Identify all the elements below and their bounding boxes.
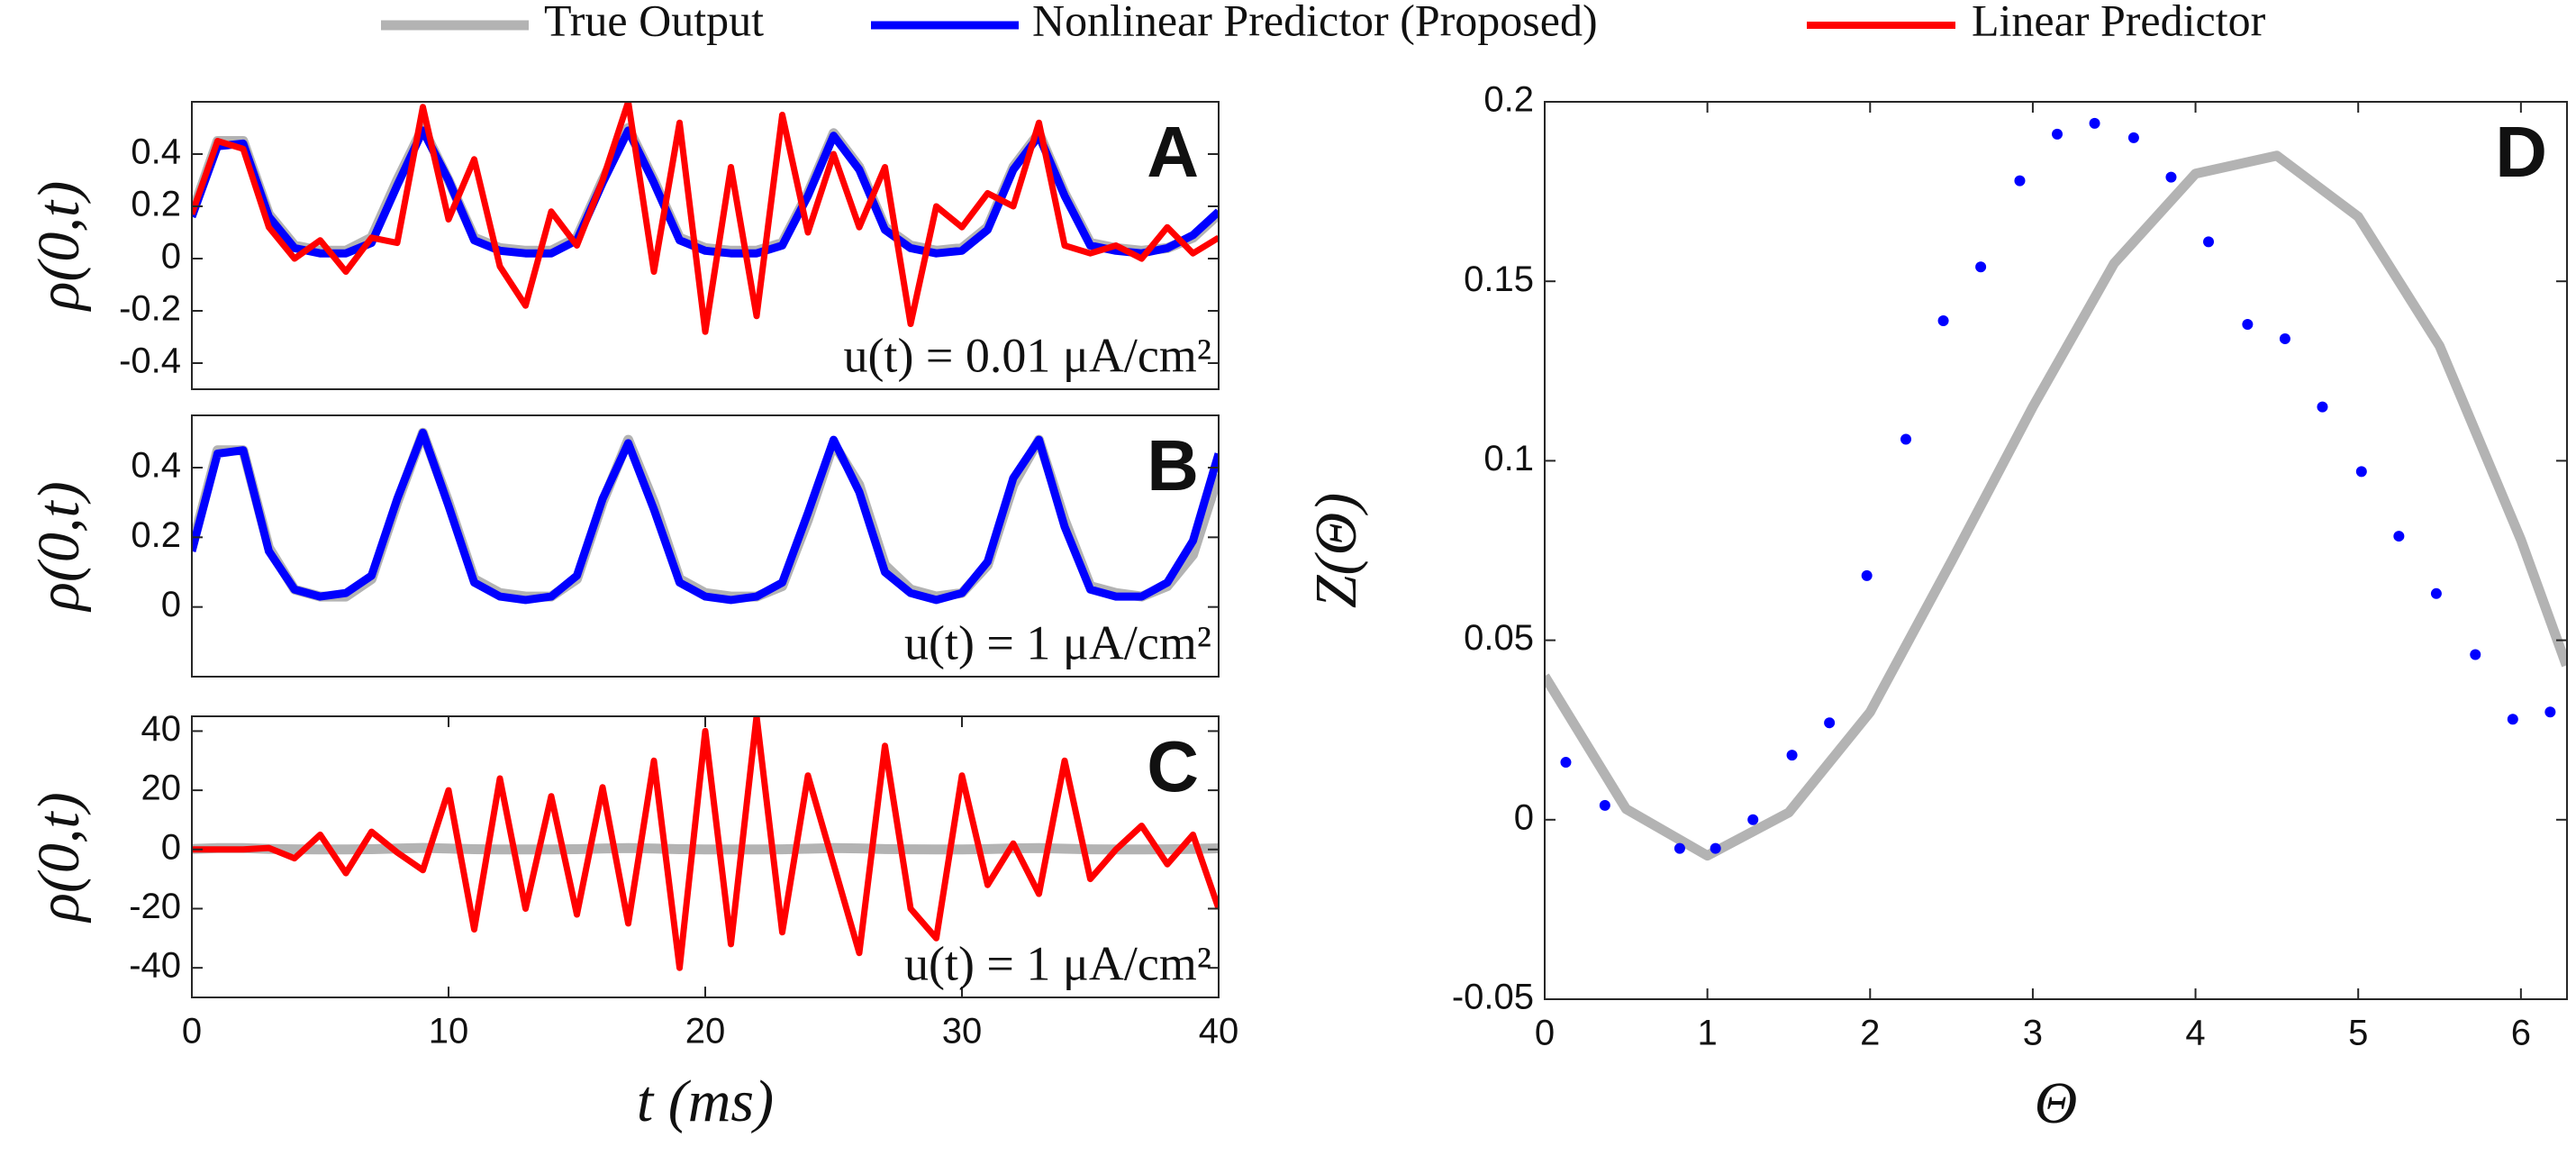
annotation: u(t) = 0.01 μA/cm²	[843, 328, 1211, 382]
data-point	[2470, 649, 2481, 660]
x-tick-label: 2	[1860, 1014, 1880, 1053]
data-point	[2242, 319, 2254, 331]
data-point	[1599, 799, 1610, 811]
y-tick-label: 20	[141, 769, 182, 808]
data-line	[192, 716, 1219, 971]
data-point	[1710, 842, 1721, 854]
y-axis-label: ρ(0,t)	[26, 792, 92, 923]
series-group	[192, 427, 1219, 605]
y-tick-label: 0	[161, 237, 181, 277]
y-axis-label: ρ(0,t)	[26, 181, 92, 312]
y-tick-label: 0.4	[131, 132, 181, 172]
data-point	[1900, 433, 1912, 445]
y-axis-label: Z(Θ)	[1303, 493, 1369, 608]
data-point	[1861, 569, 1873, 581]
y-tick-label: 0.15	[1464, 259, 1534, 299]
x-tick-label: 1	[1698, 1014, 1718, 1053]
data-point	[1937, 315, 1949, 327]
series-group	[1545, 117, 2567, 861]
x-axis-label: Θ	[2035, 1070, 2078, 1136]
annotation: u(t) = 1 μA/cm²	[904, 936, 1211, 990]
panel-label: D	[2495, 112, 2547, 192]
data-point	[2430, 587, 2442, 599]
annotation: u(t) = 1 μA/cm²	[904, 615, 1211, 669]
data-line	[192, 428, 1219, 605]
y-tick-label: -0.2	[119, 289, 181, 329]
data-line	[192, 102, 1219, 335]
x-tick-label: 3	[2023, 1014, 2043, 1053]
y-tick-label: 0	[161, 827, 181, 867]
x-tick-label: 0	[182, 1012, 202, 1051]
y-tick-label: -40	[129, 946, 181, 986]
x-tick-label: 40	[1199, 1012, 1239, 1051]
data-point	[1824, 717, 1836, 729]
panel-label: C	[1147, 726, 1199, 806]
data-line	[192, 842, 1219, 855]
series-group	[192, 716, 1219, 971]
legend-label: Nonlinear Predictor (Proposed)	[1032, 0, 1598, 45]
axes-box	[191, 414, 1220, 678]
y-tick-label: 0.2	[1483, 80, 1534, 120]
legend-label: Linear Predictor	[1972, 0, 2266, 45]
data-point	[1673, 842, 1685, 854]
y-tick-label: 40	[141, 709, 182, 749]
y-tick-label: -0.05	[1452, 978, 1534, 1017]
data-point	[1975, 261, 1987, 273]
y-tick-label: 0.4	[131, 446, 181, 486]
data-point	[2014, 175, 2026, 187]
data-point	[1747, 814, 1759, 825]
x-axis-label: t (ms)	[637, 1069, 774, 1134]
axes-box	[1544, 101, 2568, 1000]
data-point	[2544, 706, 2556, 718]
y-tick-label: 0	[161, 585, 181, 624]
data-point	[1560, 757, 1572, 769]
x-tick-label: 0	[1535, 1014, 1555, 1053]
y-tick-label: 0.05	[1464, 618, 1534, 658]
series-group	[192, 102, 1219, 335]
data-point	[2507, 714, 2518, 725]
data-point	[2355, 466, 2367, 478]
panel-label: A	[1147, 112, 1199, 192]
y-tick-label: 0	[1514, 797, 1534, 837]
data-point	[2052, 128, 2064, 140]
axes-box	[191, 101, 1220, 390]
data-point	[2089, 117, 2100, 129]
x-tick-label: 6	[2511, 1014, 2531, 1053]
y-axis-label: ρ(0,t)	[26, 481, 92, 612]
y-tick-label: -0.4	[119, 341, 181, 381]
y-tick-label: 0.2	[131, 185, 181, 224]
x-tick-label: 30	[942, 1012, 983, 1051]
data-point	[1786, 750, 1798, 761]
legend-label: True Output	[544, 0, 764, 45]
x-tick-label: 10	[429, 1012, 469, 1051]
data-point	[2393, 531, 2405, 542]
data-point	[2203, 236, 2215, 248]
data-point	[2165, 171, 2177, 183]
y-tick-label: -20	[129, 887, 181, 926]
data-point	[2127, 132, 2139, 143]
x-tick-label: 20	[685, 1012, 726, 1051]
y-tick-label: 0.2	[131, 515, 181, 555]
panel-label: B	[1147, 425, 1199, 505]
y-tick-label: 0.1	[1483, 439, 1534, 478]
data-point	[2317, 401, 2328, 413]
plot-area	[1545, 102, 2567, 999]
x-tick-label: 4	[2185, 1014, 2205, 1053]
data-point	[2279, 332, 2290, 344]
x-tick-label: 5	[2348, 1014, 2368, 1053]
